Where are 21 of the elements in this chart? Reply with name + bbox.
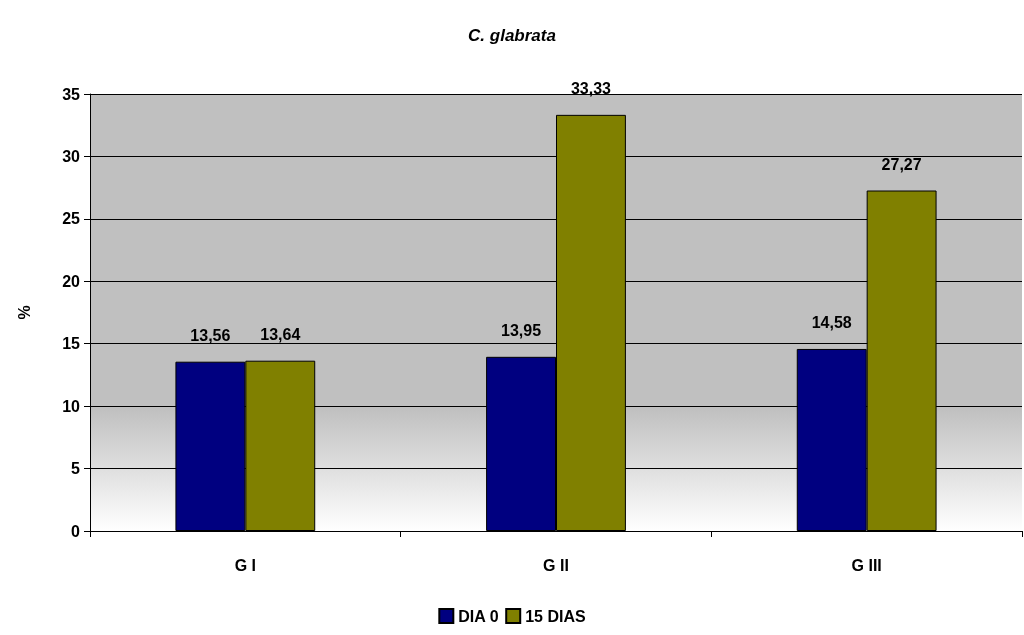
legend-label: 15 DIAS	[525, 607, 587, 625]
x-tick-label: G I	[234, 556, 257, 574]
y-tick-label: 10	[62, 397, 81, 415]
x-tick-label: G II	[543, 556, 569, 574]
chart-title: C. glabrata	[468, 26, 556, 45]
y-tick-label: 25	[62, 210, 81, 228]
data-label: 13,95	[501, 322, 542, 340]
y-tick-label: 5	[71, 460, 81, 478]
y-tick-label: 20	[62, 272, 81, 290]
y-tick-label: 15	[62, 335, 81, 353]
x-tick-label: G III	[851, 556, 882, 574]
y-tick-label: 30	[62, 147, 81, 165]
data-label: 13,64	[260, 326, 301, 344]
y-tick-label: 35	[62, 85, 81, 103]
data-label: 27,27	[881, 156, 922, 174]
data-label: 33,33	[570, 80, 612, 98]
legend-label: DIA 0	[458, 607, 499, 625]
y-axis-title: %	[15, 305, 33, 320]
data-label: 13,56	[190, 327, 231, 345]
data-label: 14,58	[811, 314, 852, 332]
y-tick-label: 0	[71, 522, 81, 540]
